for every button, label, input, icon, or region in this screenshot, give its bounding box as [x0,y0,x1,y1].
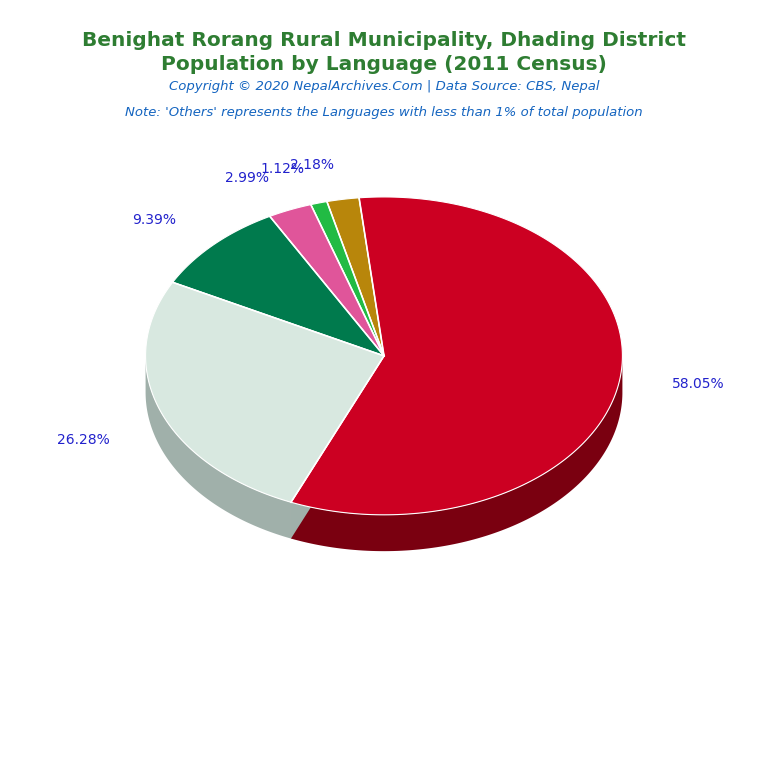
Polygon shape [146,283,384,502]
Polygon shape [291,356,384,538]
Text: Population by Language (2011 Census): Population by Language (2011 Census) [161,55,607,74]
Polygon shape [291,356,384,538]
Text: 2.99%: 2.99% [225,170,270,185]
Polygon shape [270,204,384,356]
Text: 26.28%: 26.28% [58,432,111,446]
Polygon shape [311,201,384,356]
Polygon shape [173,217,384,356]
Text: 58.05%: 58.05% [672,378,724,392]
Text: 9.39%: 9.39% [132,213,177,227]
Polygon shape [327,198,384,356]
Polygon shape [291,197,622,515]
Text: Benighat Rorang Rural Municipality, Dhading District: Benighat Rorang Rural Municipality, Dhad… [82,31,686,50]
Polygon shape [146,356,291,538]
Polygon shape [291,358,622,551]
Text: Note: 'Others' represents the Languages with less than 1% of total population: Note: 'Others' represents the Languages … [125,106,643,119]
Text: 2.18%: 2.18% [290,158,334,172]
Text: Copyright © 2020 NepalArchives.Com | Data Source: CBS, Nepal: Copyright © 2020 NepalArchives.Com | Dat… [169,80,599,93]
Text: 1.12%: 1.12% [260,162,304,177]
